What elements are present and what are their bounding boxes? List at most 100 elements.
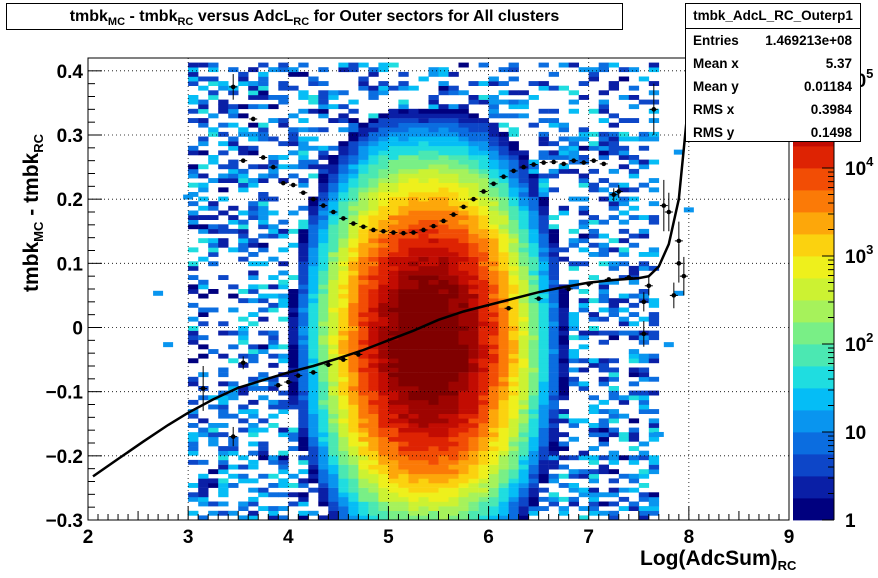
heat-cell — [508, 302, 519, 308]
heat-cell — [468, 168, 479, 174]
heat-cell — [268, 423, 279, 428]
heat-cell — [458, 298, 469, 304]
heat-cell — [398, 104, 409, 110]
heat-cell — [188, 275, 199, 280]
heat-cell — [488, 381, 499, 387]
heat-cell — [488, 464, 499, 470]
palette-cell — [793, 322, 834, 345]
heat-cell — [608, 122, 619, 128]
heat-cell — [268, 459, 279, 465]
heat-cell — [428, 510, 439, 516]
heat-cell — [638, 367, 650, 373]
heat-cell — [198, 122, 209, 128]
heat-cell — [558, 122, 569, 128]
heat-cell — [278, 62, 289, 68]
heat-cell — [598, 358, 609, 364]
palette-cell — [793, 278, 834, 301]
heat-cell — [418, 386, 429, 391]
heat-cell — [378, 390, 389, 396]
heat-cell — [458, 145, 469, 151]
heat-cell — [548, 473, 559, 479]
heat-cell — [478, 219, 489, 225]
heat-cell — [358, 307, 369, 313]
heat-cell — [458, 506, 469, 511]
heat-cell — [478, 386, 489, 391]
heat-cell — [388, 242, 399, 248]
heat-cell — [398, 367, 409, 373]
y-tick-label: −0.2 — [45, 447, 83, 468]
heat-cell — [268, 362, 279, 368]
heat-cell — [438, 178, 449, 183]
heat-cell — [558, 483, 569, 488]
heat-cell — [348, 506, 359, 511]
heat-cell — [258, 205, 269, 211]
heat-cell — [298, 432, 309, 438]
heat-cell — [198, 293, 209, 299]
heat-cell — [218, 492, 229, 498]
heat-cell — [348, 252, 359, 257]
heat-cell — [498, 284, 509, 290]
heat-cell — [428, 353, 439, 359]
heat-cell — [388, 168, 399, 174]
heat-cell — [438, 483, 449, 488]
heat-cell — [388, 395, 399, 401]
heat-cell — [548, 187, 559, 193]
heat-cell — [428, 233, 439, 239]
heat-cell — [318, 316, 329, 322]
heat-cell — [438, 275, 449, 280]
palette-cell — [793, 212, 834, 235]
heat-cell — [538, 455, 549, 461]
heat-cell — [548, 330, 559, 336]
heat-cell — [408, 192, 419, 197]
heat-cell — [418, 136, 429, 142]
heat-cell — [398, 118, 409, 123]
heat-cell — [408, 141, 419, 147]
heat-cell — [358, 483, 369, 488]
heat-cell — [508, 178, 519, 183]
heat-cell — [558, 386, 569, 391]
heat-cell — [188, 201, 199, 207]
heat-cell — [388, 399, 399, 405]
heat-cell — [398, 353, 409, 359]
heat-cell — [508, 127, 519, 133]
heat-cell — [248, 487, 259, 493]
heat-cell — [298, 321, 309, 327]
heat-cell — [418, 247, 429, 253]
heat-cell — [608, 81, 619, 86]
heat-cell — [488, 279, 499, 285]
heat-cell — [448, 441, 459, 447]
heat-cell — [418, 182, 429, 188]
heat-cell — [188, 118, 199, 123]
heat-cell — [328, 376, 339, 382]
heat-cell — [348, 399, 359, 405]
heat-cell — [308, 335, 319, 341]
heat-cell — [388, 205, 399, 211]
heat-cell — [218, 367, 229, 373]
heat-cell — [488, 95, 499, 100]
heat-cell — [348, 168, 359, 174]
heat-cell — [598, 131, 609, 137]
heat-cell — [498, 164, 509, 170]
heat-cell — [318, 427, 329, 433]
heat-cell — [558, 349, 569, 354]
heat-cell — [328, 459, 339, 465]
heat-cell — [438, 501, 449, 507]
heat-cell — [508, 353, 519, 359]
y-tick-label: −0.1 — [45, 383, 83, 404]
heat-cell — [468, 404, 479, 410]
heat-cell — [608, 150, 619, 156]
heat-cell — [588, 168, 599, 174]
heat-cell — [378, 321, 389, 327]
heat-cell — [398, 150, 409, 156]
heat-cell — [348, 265, 359, 271]
heat-cell — [238, 326, 249, 331]
palette-cell — [793, 146, 834, 169]
heat-cell — [448, 131, 459, 137]
heat-cell — [508, 238, 519, 244]
heat-cell — [508, 307, 519, 313]
heat-cell — [438, 372, 449, 378]
heat-cell — [608, 386, 619, 391]
heat-cell — [528, 196, 539, 202]
heat-cell — [398, 201, 409, 207]
heat-cell — [368, 242, 379, 248]
